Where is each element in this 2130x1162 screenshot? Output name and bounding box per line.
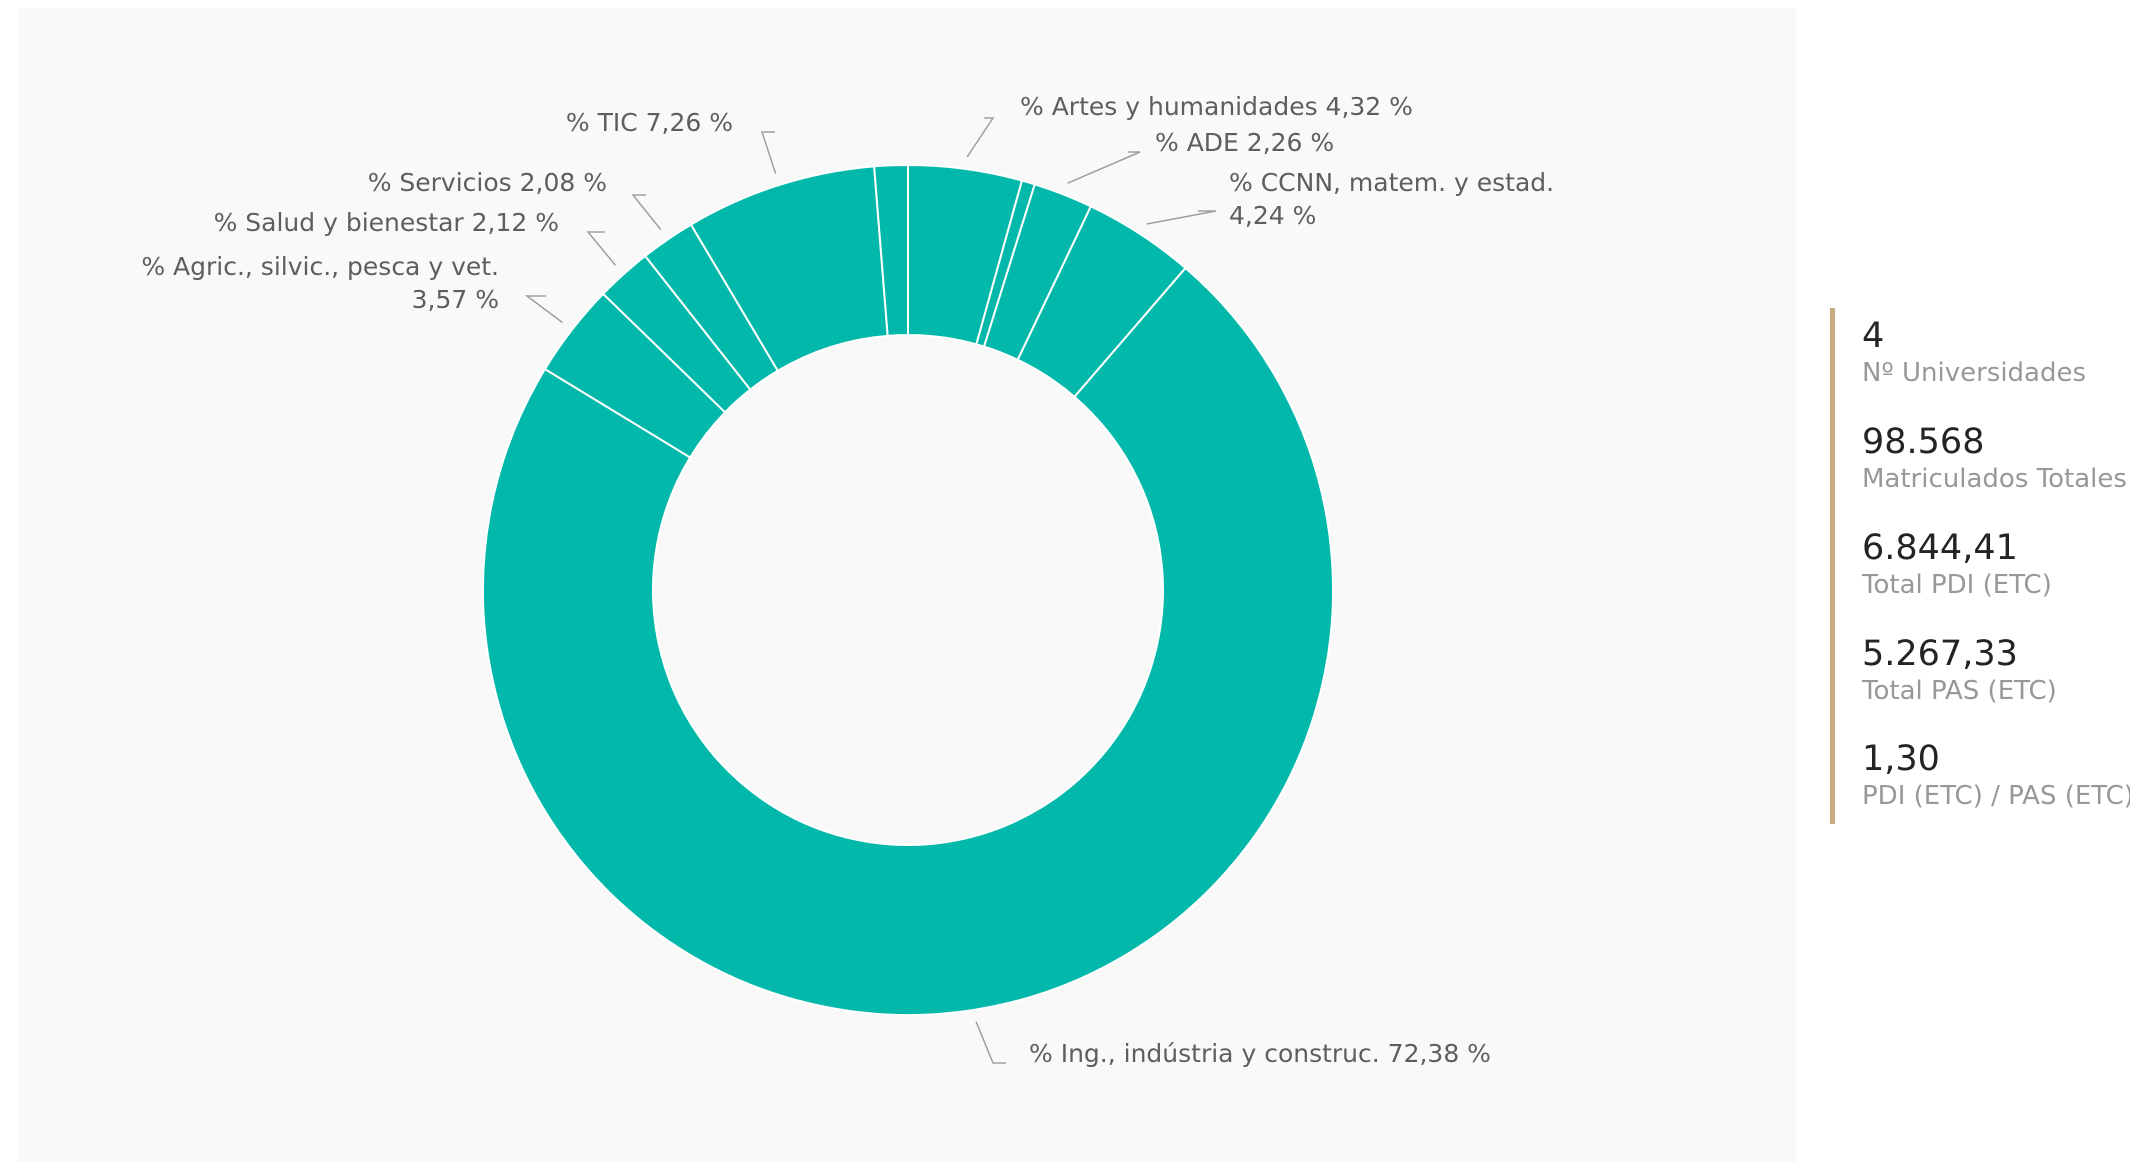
kpi-label: PDI (ETC) / PAS (ETC) (1862, 781, 2130, 811)
kpi-value: 1,30 (1862, 739, 1940, 779)
leader-line (631, 194, 662, 231)
slice-data-label: % Agric., silvic., pesca y vet. 3,57 % (141, 252, 499, 314)
kpi-value: 98.568 (1862, 422, 1985, 462)
slice-data-label: % TIC 7,26 % (566, 108, 733, 137)
leader-line (586, 231, 617, 266)
leader-line (1067, 151, 1141, 184)
leader-line (760, 131, 777, 174)
kpi-card-panel: 4 Nº Universidades 98.568 Matriculados T… (1830, 308, 2130, 824)
leader-line (966, 117, 995, 158)
kpi-value: 4 (1862, 316, 1885, 356)
kpi-label: Total PAS (ETC) (1862, 676, 2057, 706)
kpi-value: 6.844,41 (1862, 528, 2018, 568)
slice-data-label: % Artes y humanidades 4,32 % (1020, 92, 1413, 121)
slice-data-label: % Servicios 2,08 % (368, 168, 607, 197)
kpi-value: 5.267,33 (1862, 634, 2018, 674)
kpi-matriculados: 98.568 Matriculados Totales (1862, 422, 2127, 496)
slice-data-label: % Salud y bienestar 2,12 % (214, 208, 559, 237)
slice-data-label: % ADE 2,26 % (1155, 128, 1334, 157)
slice-data-label: % Ing., indústria y construc. 72,38 % (1029, 1039, 1491, 1068)
kpi-label: Nº Universidades (1862, 358, 2087, 388)
leader-line (524, 295, 563, 324)
kpi-total-pdi: 6.844,41 Total PDI (ETC) (1862, 528, 2052, 602)
donut-chart-panel: % Artes y humanidades 4,32 % % ADE 2,26 %… (18, 8, 1796, 1162)
slice-data-label: % CCNN, matem. y estad. 4,24 % (1229, 168, 1554, 230)
kpi-label: Total PDI (ETC) (1862, 570, 2052, 600)
kpi-universidades: 4 Nº Universidades (1862, 316, 2086, 390)
donut-slice[interactable] (482, 266, 1334, 1016)
leader-line (975, 1021, 1006, 1064)
donut-chart: % Artes y humanidades 4,32 % % ADE 2,26 %… (141, 92, 1554, 1068)
kpi-pdi-pas-ratio: 1,30 PDI (ETC) / PAS (ETC) (1862, 739, 2130, 813)
leader-line (1146, 210, 1217, 225)
kpi-total-pas: 5.267,33 Total PAS (ETC) (1862, 634, 2057, 708)
kpi-label: Matriculados Totales (1862, 464, 2127, 494)
donut-slice[interactable] (873, 163, 909, 337)
